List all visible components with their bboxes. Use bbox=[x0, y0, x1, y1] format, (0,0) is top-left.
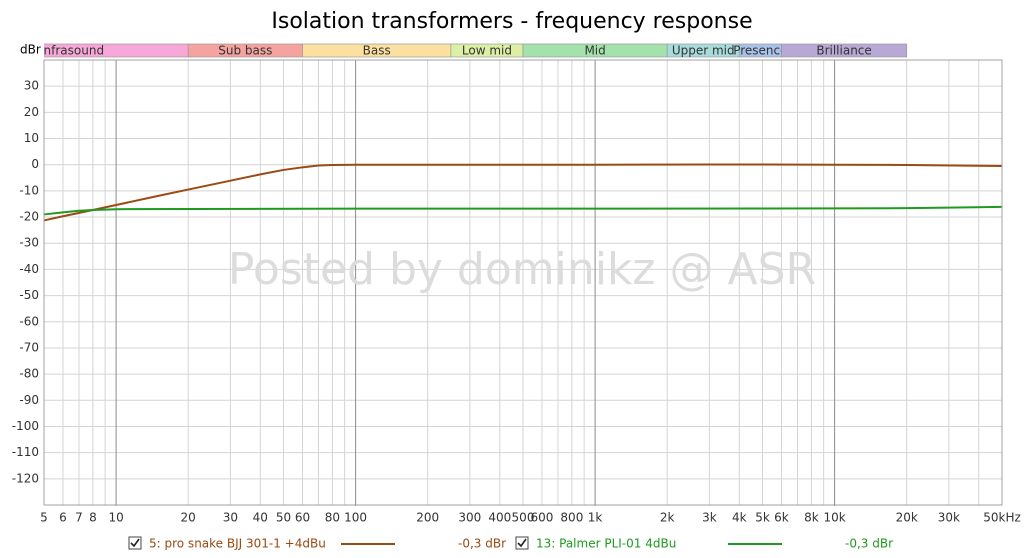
y-tick-label: -70 bbox=[19, 340, 39, 354]
band-label: Brilliance bbox=[816, 44, 871, 58]
band-label: Infrasound bbox=[40, 44, 104, 58]
x-tick-label: 5 bbox=[40, 511, 48, 525]
legend-checkbox[interactable] bbox=[128, 536, 142, 550]
x-tick-label: 10k bbox=[823, 511, 845, 525]
x-tick-label: 4k bbox=[732, 511, 747, 525]
y-tick-label: -30 bbox=[19, 236, 39, 250]
legend-level: -0,3 dBr bbox=[845, 537, 893, 551]
x-tick-label: 30k bbox=[938, 511, 960, 525]
x-tick-label: 2k bbox=[660, 511, 675, 525]
band-label: Sub bass bbox=[218, 44, 272, 58]
x-tick-label: 80 bbox=[325, 511, 340, 525]
x-tick-label: 20 bbox=[181, 511, 196, 525]
x-tick-label: 400 bbox=[488, 511, 511, 525]
legend-checkbox[interactable] bbox=[515, 536, 529, 550]
y-tick-label: -100 bbox=[12, 419, 39, 433]
x-tick-label: 20k bbox=[896, 511, 918, 525]
checkmark[interactable] bbox=[130, 538, 140, 548]
y-tick-label: -10 bbox=[19, 183, 39, 197]
y-tick-label: -110 bbox=[12, 445, 39, 459]
x-tick-label: 500 bbox=[512, 511, 535, 525]
band-label: Low mid bbox=[462, 44, 512, 58]
x-tick-label: 6k bbox=[774, 511, 789, 525]
x-tick-label: 5k bbox=[755, 511, 770, 525]
x-tick-label: 300 bbox=[458, 511, 481, 525]
legend-level: -0,3 dBr bbox=[458, 537, 506, 551]
x-tick-label: 10 bbox=[108, 511, 123, 525]
legend-label: 5: pro snake BJJ 301-1 +4dBu bbox=[149, 537, 326, 551]
series-line bbox=[43, 163, 1003, 222]
y-axis-label: dBr bbox=[20, 43, 41, 57]
x-tick-label: 800 bbox=[560, 511, 583, 525]
x-tick-label: 8 bbox=[89, 511, 97, 525]
band-label: Mid bbox=[584, 44, 605, 58]
checkbox[interactable] bbox=[515, 536, 529, 550]
band-label: Presence bbox=[733, 44, 787, 58]
x-tick-label: 60 bbox=[295, 511, 310, 525]
band-label: Bass bbox=[363, 44, 391, 58]
watermark: Posted by dominikz @ ASR bbox=[228, 244, 816, 295]
checkmark[interactable] bbox=[517, 538, 527, 548]
x-tick-label: 200 bbox=[416, 511, 439, 525]
y-tick-label: -60 bbox=[19, 314, 39, 328]
x-tick-label: 40 bbox=[253, 511, 268, 525]
plot-frame bbox=[43, 59, 1003, 506]
y-tick-label: 30 bbox=[24, 79, 39, 93]
band bbox=[781, 43, 908, 58]
y-tick-label: 0 bbox=[31, 157, 39, 171]
y-tick-label: -80 bbox=[19, 367, 39, 381]
series-line bbox=[43, 205, 1003, 216]
x-tick-label: 600 bbox=[531, 511, 554, 525]
x-tick-label: 50 bbox=[276, 511, 291, 525]
y-tick-label: -40 bbox=[19, 262, 39, 276]
x-tick-label: 100 bbox=[344, 511, 367, 525]
x-tick-label: 50kHz bbox=[983, 511, 1021, 525]
x-tick-label: 7 bbox=[75, 511, 83, 525]
checkbox[interactable] bbox=[128, 536, 142, 550]
x-tick-label: 8k bbox=[804, 511, 819, 525]
y-tick-label: 10 bbox=[24, 131, 39, 145]
x-tick-label: 1k bbox=[588, 511, 603, 525]
band-label: Upper mid bbox=[672, 44, 735, 58]
y-tick-label: -50 bbox=[19, 288, 39, 302]
y-tick-label: 20 bbox=[24, 105, 39, 119]
y-tick-label: -90 bbox=[19, 393, 39, 407]
legend-label: 13: Palmer PLI-01 4dBu bbox=[536, 537, 676, 551]
x-tick-label: 3k bbox=[702, 511, 717, 525]
x-tick-label: 30 bbox=[223, 511, 238, 525]
x-tick-label: 6 bbox=[59, 511, 67, 525]
chart-title: Isolation transformers - frequency respo… bbox=[271, 9, 752, 34]
y-tick-label: -20 bbox=[19, 210, 39, 224]
y-tick-label: -120 bbox=[12, 471, 39, 485]
